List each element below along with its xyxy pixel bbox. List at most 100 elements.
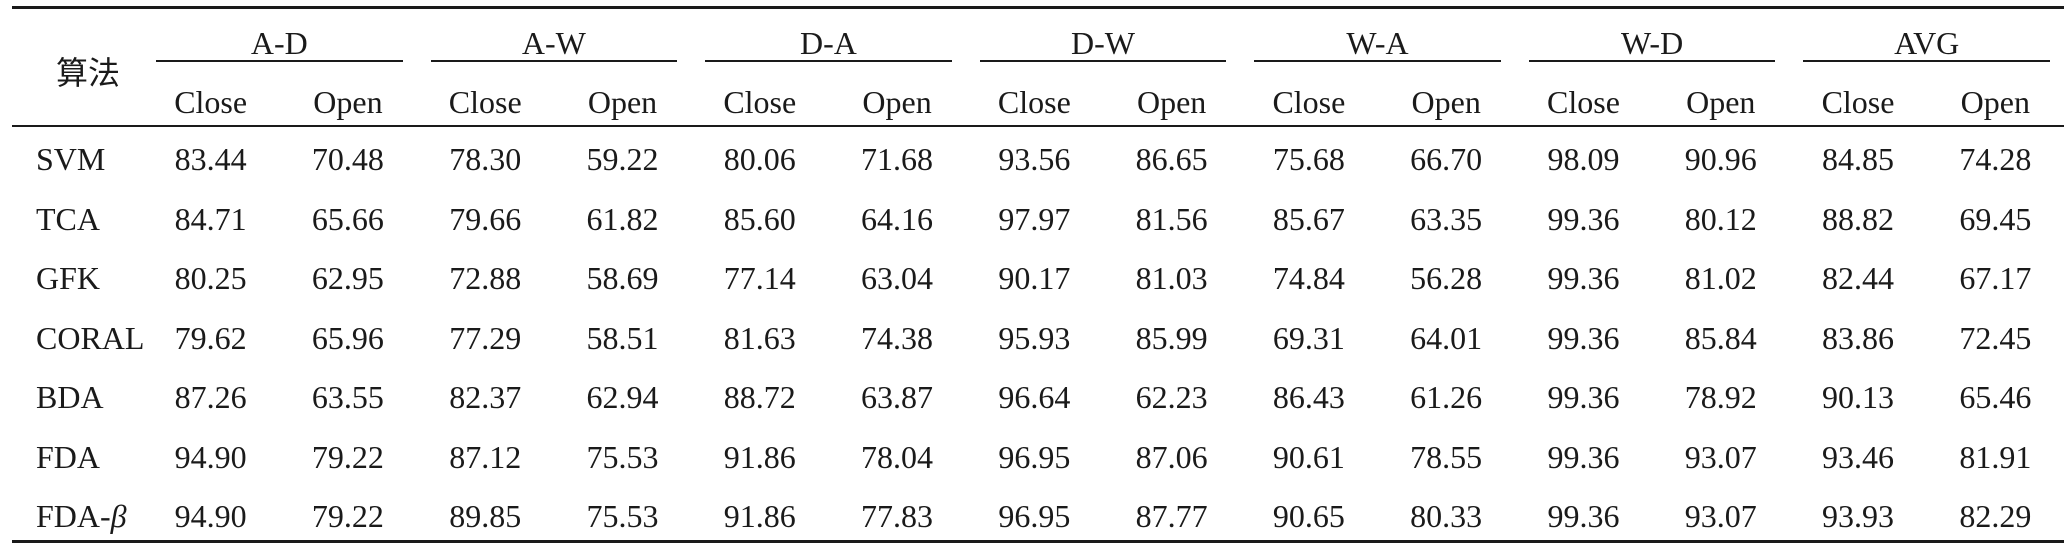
sub-header-open: Open: [313, 83, 383, 120]
sub-header-close: Close: [723, 83, 797, 120]
table-row: TCA 84.71 65.66 79.66 61.82 85.60 64.16 97.97 81…: [12, 190, 2064, 250]
sub-header-row: Close Open Close Open Close Open Close O…: [12, 74, 2064, 130]
algorithm-column-header: 算法: [56, 55, 121, 91]
group-header-row: 算法 A-D A-W D-A D-W W-A W-D AVG: [12, 8, 2064, 91]
sub-header-close: Close: [448, 83, 522, 120]
open-value-cell: 81.02: [1684, 260, 1757, 297]
sub-header-close: Close: [997, 83, 1071, 120]
close-value-cell: 77.14: [723, 260, 796, 297]
group-header-w-d: W-D: [1515, 8, 1790, 74]
open-value-cell: 90.96: [1684, 141, 1757, 178]
close-value-cell: 99.36: [1547, 319, 1620, 356]
open-value-cell: 56.28: [1410, 260, 1483, 297]
close-value-cell: 74.84: [1272, 260, 1345, 297]
open-value-cell: 82.29: [1959, 498, 2032, 535]
open-value-cell: 81.91: [1959, 438, 2032, 475]
algorithm-name: TCA: [36, 200, 100, 237]
bottom-rule: [12, 540, 2064, 543]
close-value-cell: 83.44: [174, 141, 247, 178]
close-value-cell: 96.95: [998, 498, 1071, 535]
open-value-cell: 81.03: [1135, 260, 1208, 297]
open-value-cell: 86.65: [1135, 141, 1208, 178]
close-value-cell: 88.82: [1822, 200, 1895, 237]
close-value-cell: 93.56: [998, 141, 1071, 178]
open-value-cell: 77.83: [861, 498, 934, 535]
beta-symbol: β: [110, 498, 127, 535]
sub-header-close: Close: [1547, 83, 1620, 120]
table-row: FDA-β 94.90 79.22 89.85 75.53 91.86 77.83 96.95…: [12, 487, 2064, 547]
sub-header-open: Open: [1686, 83, 1756, 120]
results-table: 算法 A-D A-W D-A D-W W-A W-D AVG Close Ope…: [12, 8, 2064, 547]
open-value-cell: 75.53: [586, 498, 659, 535]
close-value-cell: 83.86: [1822, 319, 1895, 356]
open-value-cell: 79.22: [311, 498, 384, 535]
sub-header-open: Open: [1411, 83, 1481, 120]
open-value-cell: 63.87: [861, 379, 934, 416]
open-value-cell: 63.04: [861, 260, 934, 297]
sub-header-close: Close: [174, 83, 248, 120]
close-value-cell: 99.36: [1547, 379, 1620, 416]
sub-header-close: Close: [1272, 83, 1346, 120]
open-value-cell: 80.12: [1684, 200, 1757, 237]
close-value-cell: 81.63: [723, 319, 796, 356]
open-value-cell: 93.07: [1684, 438, 1757, 475]
table-row: CORAL 79.62 65.96 77.29 58.51 81.63 74.38 95.93…: [12, 309, 2064, 369]
close-value-cell: 85.67: [1272, 200, 1345, 237]
close-value-cell: 95.93: [998, 319, 1071, 356]
close-value-cell: 99.36: [1547, 438, 1620, 475]
group-header-a-d: A-D: [142, 8, 417, 74]
open-value-cell: 64.01: [1410, 319, 1483, 356]
open-value-cell: 62.23: [1135, 379, 1208, 416]
sub-header-open: Open: [587, 83, 658, 120]
algorithm-name: FDA-β: [36, 498, 127, 535]
open-value-cell: 78.55: [1410, 438, 1483, 475]
group-header-avg: AVG: [1789, 8, 2064, 74]
close-value-cell: 99.36: [1547, 200, 1620, 237]
open-value-cell: 61.26: [1410, 379, 1483, 416]
close-value-cell: 87.26: [174, 379, 247, 416]
open-value-cell: 72.45: [1959, 319, 2032, 356]
open-value-cell: 58.69: [586, 260, 659, 297]
group-header-a-w: A-W: [417, 8, 692, 74]
close-value-cell: 79.66: [449, 200, 522, 237]
close-value-cell: 93.46: [1822, 438, 1895, 475]
open-value-cell: 74.28: [1959, 141, 2032, 178]
open-value-cell: 69.45: [1959, 200, 2032, 237]
close-value-cell: 94.90: [174, 438, 247, 475]
close-value-cell: 85.60: [723, 200, 796, 237]
open-value-cell: 62.95: [311, 260, 384, 297]
close-value-cell: 99.36: [1547, 498, 1620, 535]
open-value-cell: 65.66: [311, 200, 384, 237]
close-value-cell: 91.86: [723, 498, 796, 535]
close-value-cell: 89.85: [449, 498, 522, 535]
close-value-cell: 90.65: [1272, 498, 1345, 535]
algorithm-name: FDA: [36, 438, 101, 475]
open-value-cell: 70.48: [311, 141, 384, 178]
close-value-cell: 75.68: [1272, 141, 1345, 178]
open-value-cell: 79.22: [311, 438, 384, 475]
table-row: SVM 83.44 70.48 78.30 59.22 80.06 71.68 93.56 86…: [12, 130, 2064, 190]
group-header-w-a: W-A: [1240, 8, 1515, 74]
open-value-cell: 63.35: [1410, 200, 1483, 237]
close-value-cell: 93.93: [1822, 498, 1895, 535]
table-row: GFK 80.25 62.95 72.88 58.69 77.14 63.04 90.17 81…: [12, 249, 2064, 309]
open-value-cell: 59.22: [586, 141, 659, 178]
close-value-cell: 94.90: [174, 498, 247, 535]
open-value-cell: 87.06: [1135, 438, 1208, 475]
close-value-cell: 80.06: [723, 141, 796, 178]
table-body: SVM 83.44 70.48 78.30 59.22 80.06 71.68 93.56 86…: [12, 130, 2064, 547]
close-value-cell: 84.85: [1822, 141, 1895, 178]
sub-header-close: Close: [1821, 83, 1895, 120]
open-value-cell: 85.99: [1135, 319, 1208, 356]
close-value-cell: 79.62: [174, 319, 247, 356]
close-value-cell: 82.37: [449, 379, 522, 416]
algorithm-name: BDA: [36, 379, 104, 416]
close-value-cell: 97.97: [998, 200, 1071, 237]
open-value-cell: 63.55: [311, 379, 384, 416]
close-value-cell: 90.17: [998, 260, 1071, 297]
sub-header-open: Open: [1960, 83, 2030, 120]
close-value-cell: 96.95: [998, 438, 1071, 475]
close-value-cell: 69.31: [1272, 319, 1345, 356]
close-value-cell: 91.86: [723, 438, 796, 475]
